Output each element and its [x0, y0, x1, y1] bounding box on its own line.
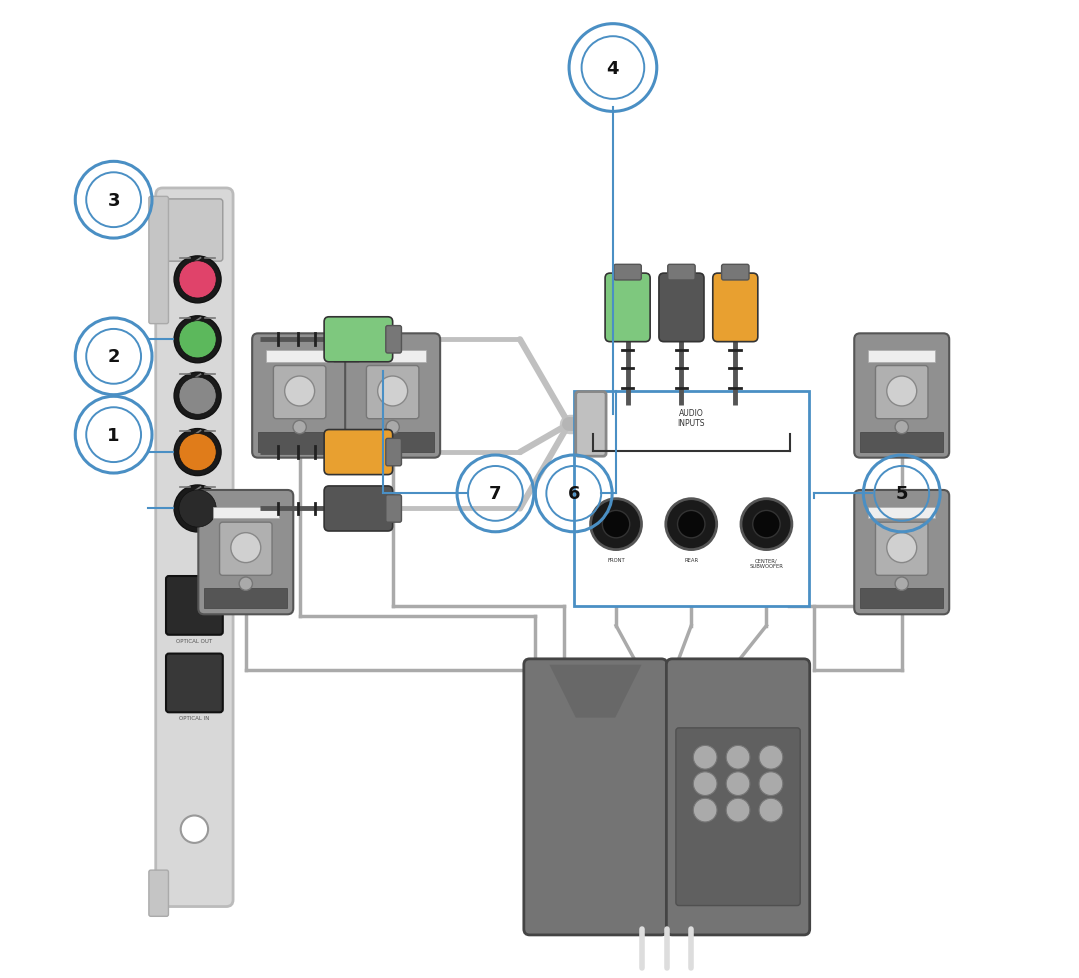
Circle shape [741, 499, 792, 550]
Bar [869, 508, 935, 518]
FancyBboxPatch shape [345, 334, 440, 458]
Circle shape [760, 745, 782, 770]
Circle shape [293, 421, 306, 434]
Polygon shape [549, 665, 642, 718]
Text: FRONT: FRONT [607, 557, 625, 563]
Circle shape [179, 490, 216, 527]
Circle shape [240, 577, 252, 591]
FancyBboxPatch shape [713, 274, 757, 342]
FancyBboxPatch shape [219, 522, 272, 576]
FancyBboxPatch shape [324, 486, 393, 531]
FancyBboxPatch shape [722, 265, 749, 281]
FancyBboxPatch shape [605, 274, 651, 342]
FancyBboxPatch shape [324, 318, 393, 363]
Text: AUDIO
INPUTS: AUDIO INPUTS [678, 409, 705, 427]
Circle shape [896, 577, 909, 591]
Bar [860, 432, 943, 453]
Bar [258, 432, 341, 453]
FancyBboxPatch shape [855, 334, 950, 458]
FancyBboxPatch shape [252, 334, 347, 458]
Circle shape [666, 499, 716, 550]
Circle shape [760, 772, 782, 796]
Text: 7: 7 [489, 485, 502, 503]
Circle shape [694, 745, 716, 770]
Circle shape [694, 772, 716, 796]
FancyBboxPatch shape [155, 189, 233, 907]
Circle shape [174, 317, 221, 364]
Circle shape [179, 434, 216, 471]
FancyBboxPatch shape [668, 265, 695, 281]
Circle shape [760, 798, 782, 822]
Circle shape [753, 511, 780, 538]
FancyBboxPatch shape [166, 200, 222, 262]
FancyBboxPatch shape [523, 659, 667, 935]
Circle shape [726, 745, 750, 770]
FancyBboxPatch shape [386, 327, 401, 354]
Bar [204, 589, 287, 608]
Circle shape [887, 533, 917, 563]
Text: 6: 6 [568, 485, 581, 503]
Text: OPTICAL OUT: OPTICAL OUT [176, 638, 213, 644]
FancyBboxPatch shape [149, 870, 168, 916]
Bar [213, 508, 279, 518]
FancyBboxPatch shape [875, 366, 928, 420]
FancyBboxPatch shape [149, 198, 168, 325]
Text: REAR: REAR [684, 557, 698, 563]
Circle shape [179, 322, 216, 359]
Circle shape [179, 378, 216, 415]
Circle shape [378, 377, 408, 407]
Circle shape [896, 421, 909, 434]
Circle shape [174, 485, 221, 532]
Circle shape [231, 533, 261, 563]
Circle shape [887, 377, 917, 407]
Bar [351, 432, 434, 453]
Circle shape [602, 511, 630, 538]
FancyBboxPatch shape [675, 728, 801, 906]
Circle shape [174, 373, 221, 420]
FancyBboxPatch shape [166, 654, 222, 713]
Text: 3: 3 [108, 192, 120, 209]
FancyBboxPatch shape [386, 495, 401, 522]
Bar [860, 589, 943, 608]
FancyBboxPatch shape [614, 265, 641, 281]
Text: OPTICAL IN: OPTICAL IN [179, 716, 209, 721]
FancyBboxPatch shape [659, 274, 704, 342]
FancyBboxPatch shape [855, 491, 950, 615]
FancyBboxPatch shape [574, 391, 809, 606]
FancyBboxPatch shape [386, 439, 401, 467]
FancyBboxPatch shape [367, 366, 419, 420]
Circle shape [726, 772, 750, 796]
Circle shape [386, 421, 399, 434]
Text: CENTER/
SUBWOOFER: CENTER/ SUBWOOFER [750, 557, 783, 568]
Circle shape [174, 429, 221, 476]
FancyBboxPatch shape [875, 522, 928, 576]
Circle shape [726, 798, 750, 822]
FancyBboxPatch shape [199, 491, 293, 615]
Circle shape [590, 499, 642, 550]
FancyBboxPatch shape [273, 366, 326, 420]
FancyBboxPatch shape [166, 576, 222, 635]
Bar [267, 351, 333, 363]
Text: 4: 4 [606, 60, 619, 77]
FancyBboxPatch shape [324, 430, 393, 475]
FancyBboxPatch shape [667, 659, 809, 935]
Bar [359, 351, 426, 363]
Text: 2: 2 [108, 348, 120, 366]
Bar [869, 351, 935, 363]
Circle shape [678, 511, 705, 538]
Circle shape [180, 816, 208, 843]
Circle shape [174, 256, 221, 303]
Text: 5: 5 [896, 485, 909, 503]
Text: 1: 1 [108, 426, 120, 444]
Circle shape [179, 261, 216, 298]
Circle shape [285, 377, 315, 407]
Circle shape [694, 798, 716, 822]
FancyBboxPatch shape [576, 392, 606, 457]
